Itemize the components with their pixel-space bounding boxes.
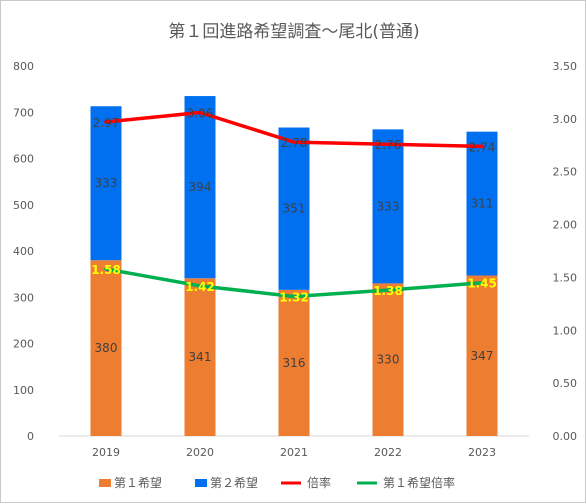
ratio-value-label: 2.97	[93, 116, 120, 130]
bar-first-choice	[466, 275, 498, 436]
right-axis-tick-label: 1.50	[553, 271, 578, 284]
right-axis-tick-label: 1.00	[553, 324, 578, 337]
left-axis-tick-label: 100	[13, 384, 34, 397]
bar-second-choice-value-label: 333	[377, 199, 400, 213]
bar-second-choice-value-label: 394	[189, 180, 212, 194]
lines-layer	[104, 110, 484, 299]
first-choice-ratio-value-label: 1.58	[91, 263, 121, 277]
bar-first-choice	[90, 260, 122, 436]
right-axis-tick-label: 2.00	[553, 219, 578, 232]
legend-label: 第１希望	[114, 475, 162, 490]
labels-layer: 380 333 341 394 316 351 330 333 347 311 2.97 3.06 2.…	[91, 107, 497, 370]
bar-first-choice-value-label: 330	[377, 353, 400, 367]
right-axis-tick-label: 0.50	[553, 377, 578, 390]
left-axis-tick-label: 800	[13, 60, 34, 73]
left-axis-tick-label: 300	[13, 291, 34, 304]
legend-swatch	[99, 479, 111, 487]
bar-second-choice	[466, 131, 498, 276]
ratio-line	[104, 110, 484, 149]
legend: 第１希望 第２希望 倍率 第１希望倍率	[99, 475, 455, 490]
bar-first-choice-value-label: 316	[283, 356, 306, 370]
legend-swatch	[195, 479, 207, 487]
left-axis-tick-label: 200	[13, 338, 34, 351]
bar-second-choice-value-label: 311	[471, 197, 494, 211]
bar-second-choice	[90, 106, 122, 261]
ratio-value-label: 2.76	[375, 138, 402, 152]
axes-layer: 0 100 200 300 400 500 600 700 800 0.00 0.50 1.00 1.5…	[13, 60, 577, 459]
x-axis-category-label: 2022	[374, 446, 402, 459]
bars-layer	[90, 96, 498, 436]
first-choice-ratio-value-label: 1.32	[279, 290, 309, 304]
left-axis-tick-label: 0	[27, 430, 34, 443]
bar-first-choice	[278, 289, 310, 436]
bar-second-choice-value-label: 333	[95, 176, 118, 190]
bar-second-choice	[278, 127, 310, 290]
first-choice-ratio-line	[104, 267, 484, 299]
chart-title: 第１回進路希望調査～尾北(普通)	[168, 22, 419, 42]
right-axis-tick-label: 2.50	[553, 166, 578, 179]
x-axis-category-label: 2021	[280, 446, 308, 459]
bar-second-choice	[372, 129, 404, 284]
ratio-value-label: 2.74	[469, 140, 496, 154]
bar-first-choice	[184, 278, 216, 436]
right-axis-tick-label: 3.00	[553, 113, 578, 126]
x-axis-category-label: 2019	[92, 446, 120, 459]
bar-first-choice	[372, 283, 404, 436]
bar-second-choice	[184, 96, 216, 279]
first-choice-ratio-value-label: 1.42	[185, 280, 215, 294]
left-axis-tick-label: 700	[13, 106, 34, 119]
x-axis-category-label: 2020	[186, 446, 214, 459]
right-axis-tick-label: 0.00	[553, 430, 578, 443]
legend-label: 第２希望	[210, 475, 258, 490]
bar-second-choice-value-label: 351	[283, 202, 306, 216]
ratio-value-label: 2.78	[281, 136, 308, 150]
first-choice-ratio-value-label: 1.38	[373, 284, 403, 298]
bar-first-choice-value-label: 347	[471, 349, 494, 363]
legend-label: 倍率	[307, 475, 331, 490]
x-axis-category-label: 2023	[468, 446, 496, 459]
left-axis-tick-label: 400	[13, 245, 34, 258]
ratio-value-label: 3.06	[187, 107, 214, 121]
legend-label: 第１希望倍率	[383, 475, 455, 490]
bar-first-choice-value-label: 341	[189, 350, 212, 364]
bar-first-choice-value-label: 380	[95, 341, 118, 355]
left-axis-tick-label: 500	[13, 199, 34, 212]
left-axis-tick-label: 600	[13, 153, 34, 166]
right-axis-tick-label: 3.50	[553, 60, 578, 73]
first-choice-ratio-value-label: 1.45	[467, 277, 497, 291]
